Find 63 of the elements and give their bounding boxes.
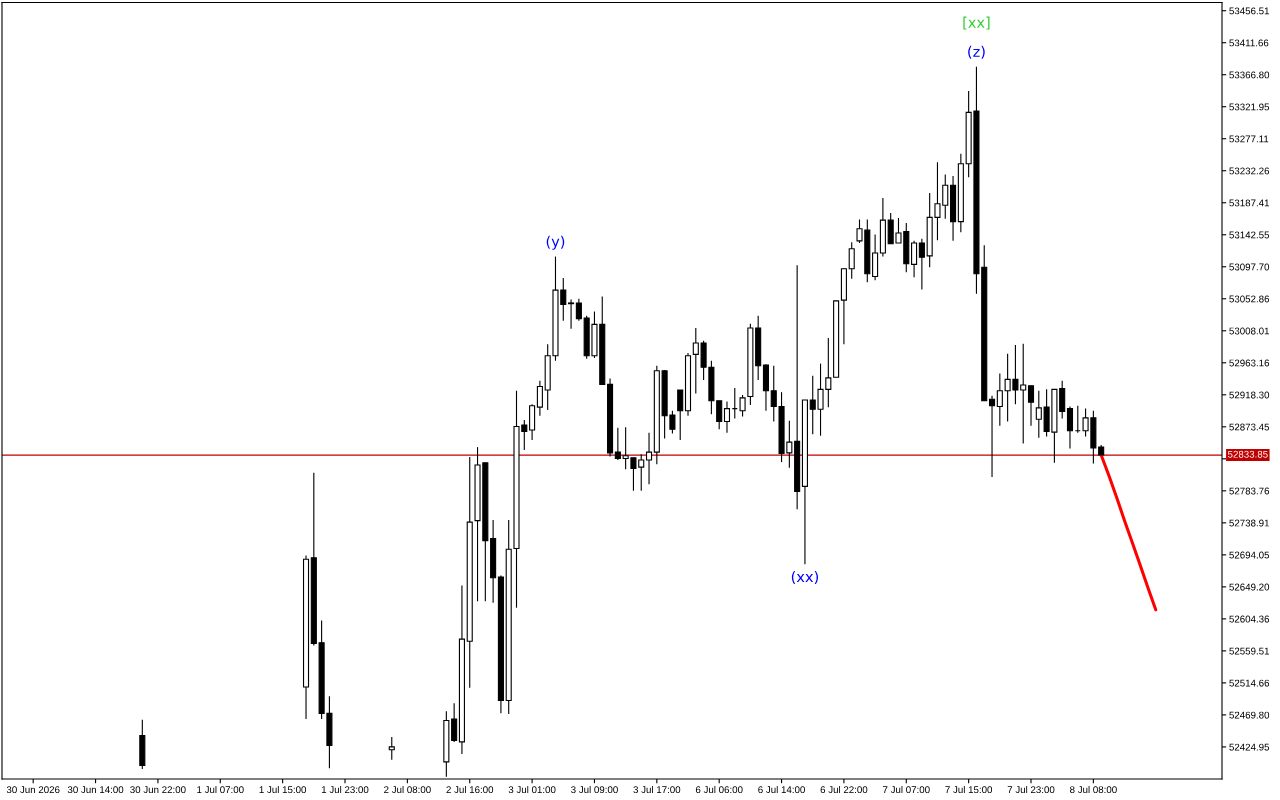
candlestick (1027, 385, 1035, 427)
candlestick (677, 389, 684, 441)
y-tick-label: 52963.16 (1229, 359, 1270, 367)
candlestick (739, 394, 746, 417)
ref-line-label: 52833.85 (1227, 450, 1268, 458)
candlestick (988, 395, 996, 478)
y-tick-label: 53411.66 (1229, 39, 1269, 47)
x-tick-label: 7 Jul 15:00 (945, 785, 993, 794)
y-tick-label: 53008.01 (1229, 327, 1270, 335)
x-tick-label: 1 Jul 15:00 (259, 785, 307, 794)
candlestick (536, 380, 543, 417)
x-tick-label: 1 Jul 23:00 (321, 785, 369, 794)
x-tick-label: 7 Jul 23:00 (1007, 785, 1055, 794)
y-tick-label: 52424.95 (1229, 743, 1270, 751)
x-tick-label: 3 Jul 17:00 (633, 785, 681, 794)
y-tick-label: 52514.66 (1229, 679, 1270, 687)
annotation: (xx) (791, 571, 818, 585)
y-tick-label: 52694.05 (1229, 551, 1270, 559)
y-tick-label: 53456.51 (1229, 7, 1270, 15)
x-tick-label: 7 Jul 07:00 (883, 785, 930, 794)
candlestick (872, 233, 879, 281)
candlestick (911, 240, 918, 278)
x-tick-label: 8 Jul 08:00 (1070, 785, 1117, 794)
candlestick (645, 432, 653, 485)
y-tick-label: 52873.45 (1229, 423, 1270, 431)
candlestick (575, 298, 582, 322)
y-tick-label: 53097.70 (1229, 263, 1270, 271)
annotation: (z) (968, 45, 985, 59)
y-tick-label: 53321.95 (1229, 103, 1270, 111)
y-tick-label: 52559.51 (1229, 647, 1270, 655)
y-tick-label: 52469.80 (1229, 711, 1270, 719)
x-tick-label: 30 Jun 14:00 (67, 786, 124, 794)
y-tick-label: 53232.26 (1229, 167, 1270, 175)
line-series (1099, 453, 1158, 612)
annotation: (y) (546, 235, 565, 250)
candlestick (568, 298, 575, 330)
y-tick-label: 52783.76 (1229, 487, 1270, 495)
x-tick-label: 2 Jul 08:00 (384, 785, 431, 794)
x-tick-label: 3 Jul 01:00 (508, 785, 556, 794)
y-tick-label: 53052.86 (1229, 295, 1270, 303)
y-tick-label: 52918.30 (1229, 391, 1270, 399)
x-tick-label: 30 Jun 2026 (6, 786, 60, 794)
x-tick-label: 3 Jul 09:00 (571, 785, 618, 794)
candlestick (723, 400, 731, 434)
x-tick-label: 2 Jul 16:00 (446, 785, 494, 794)
y-tick-label: 52738.91 (1229, 519, 1270, 527)
candlestick (848, 241, 855, 280)
y-tick-label: 53142.55 (1229, 231, 1270, 239)
x-tick-label: 30 Jun 22:00 (130, 786, 186, 794)
x-tick-label: 6 Jul 22:00 (820, 785, 868, 794)
y-tick-label: 53366.80 (1229, 71, 1270, 79)
y-tick-label: 52604.36 (1229, 615, 1270, 623)
x-tick-label: 1 Jul 07:00 (197, 785, 244, 794)
candlestick (451, 702, 458, 743)
candlestick (388, 736, 395, 761)
x-tick-label: 6 Jul 14:00 (758, 785, 805, 794)
x-tick-label: 6 Jul 06:00 (695, 785, 743, 794)
candlestick (918, 238, 925, 290)
candlestick (1066, 405, 1074, 450)
annotation: [xx] (963, 16, 990, 30)
y-tick-label: 53277.11 (1229, 135, 1269, 143)
y-tick-label: 53187.41 (1229, 199, 1270, 207)
y-tick-label: 52649.20 (1229, 583, 1270, 591)
